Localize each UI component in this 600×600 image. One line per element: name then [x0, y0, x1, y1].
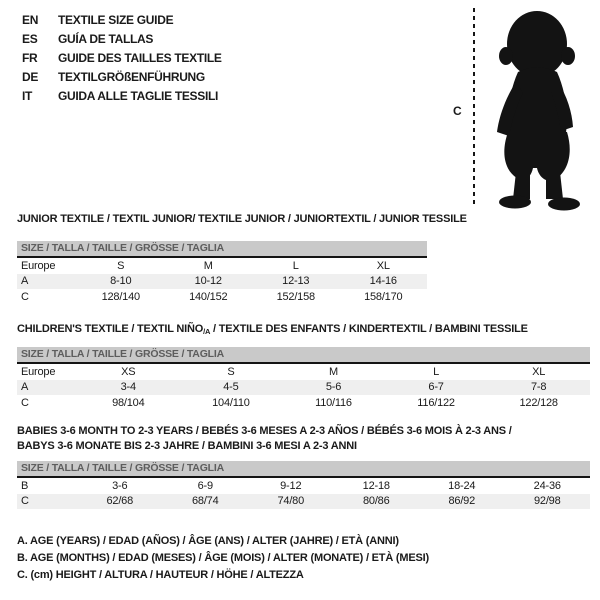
row-label-cell: B: [21, 479, 29, 492]
table-cell: XL: [376, 259, 390, 272]
row-label-cell: A: [21, 275, 29, 288]
table-cell: XL: [532, 365, 546, 378]
table-cell: L: [433, 365, 440, 378]
children-title-sub: /A: [203, 327, 211, 336]
baby-silhouette-icon: [478, 0, 600, 215]
height-measure-label: C: [453, 104, 462, 118]
language-title: TEXTILE SIZE GUIDE: [58, 12, 174, 27]
table-cell: 8-10: [110, 275, 132, 288]
language-row: EN TEXTILE SIZE GUIDE: [22, 10, 222, 29]
language-code: DE: [22, 69, 39, 84]
children-section-title: CHILDREN'S TEXTILE / TEXTIL NIÑO/A / TEX…: [17, 323, 528, 336]
language-title: GUIDA ALLE TAGLIE TESSILI: [58, 88, 219, 103]
table-cell: 152/158: [276, 290, 316, 303]
language-code: IT: [22, 88, 33, 103]
table-row: A 8-10 10-12 12-13 14-16: [17, 273, 427, 289]
children-title-prefix: CHILDREN'S TEXTILE / TEXTIL NIÑO: [17, 323, 204, 335]
table-cell: 6-7: [428, 381, 444, 394]
table-cell: 4-5: [223, 381, 239, 394]
language-code: FR: [22, 50, 38, 65]
table-cell: 9-12: [280, 479, 302, 492]
size-header-bar: SIZE / TALLA / TAILLE / GRÖSSE / TAGLIA: [17, 347, 590, 364]
language-title: GUIDE DES TAILLES TEXTILE: [58, 50, 222, 65]
table-cell: 18-24: [448, 479, 476, 492]
table-cell: 122/128: [519, 396, 558, 409]
table-cell: 12-18: [362, 479, 390, 492]
table-cell: 10-12: [194, 275, 222, 288]
table-cell: S: [227, 365, 235, 378]
footnote-c: C. (cm) HEIGHT / ALTURA / HAUTEUR / HÖHE…: [17, 569, 304, 581]
language-title: GUÍA DE TALLAS: [58, 31, 154, 46]
table-cell: 68/74: [191, 495, 219, 508]
row-label-cell: Europe: [21, 259, 56, 272]
babies-section-title-line1: BABIES 3-6 MONTH TO 2-3 YEARS / BEBÉS 3-…: [17, 425, 512, 437]
language-row: DE TEXTILGRÖßENFÜHRUNG: [22, 67, 222, 86]
table-cell: M: [329, 365, 338, 378]
table-cell: 24-36: [533, 479, 561, 492]
table-cell: 128/140: [101, 290, 141, 303]
row-label-cell: C: [21, 495, 29, 508]
table-cell: 12-13: [282, 275, 310, 288]
table-row: A 3-4 4-5 5-6 6-7 7-8: [17, 379, 590, 395]
table-cell: 3-6: [112, 479, 128, 492]
table-row: C 98/104 104/110 110/116 116/122 122/128: [17, 395, 590, 411]
table-cell: 110/116: [315, 396, 352, 409]
table-cell: 116/122: [417, 396, 455, 409]
language-code: ES: [22, 31, 38, 46]
size-header-bar: SIZE / TALLA / TAILLE / GRÖSSE / TAGLIA: [17, 241, 427, 258]
language-row: IT GUIDA ALLE TAGLIE TESSILI: [22, 86, 222, 105]
size-header-bar: SIZE / TALLA / TAILLE / GRÖSSE / TAGLIA: [17, 461, 590, 478]
table-body: B 3-6 6-9 9-12 12-18 18-24 24-36 C 62/68 68/74 74/…: [17, 478, 590, 509]
table-cell: S: [117, 259, 125, 272]
table-cell: 86/92: [448, 495, 476, 508]
language-title: TEXTILGRÖßENFÜHRUNG: [58, 69, 205, 84]
table-cell: 80/86: [362, 495, 390, 508]
table-cell: 104/110: [212, 396, 250, 409]
language-code: EN: [22, 12, 39, 27]
table-cell: 92/98: [533, 495, 561, 508]
table-cell: 158/170: [364, 290, 403, 303]
table-row: Europe S M L XL: [17, 258, 427, 274]
table-cell: 7-8: [531, 381, 547, 394]
row-label-cell: A: [21, 381, 29, 394]
table-cell: 5-6: [325, 381, 342, 394]
row-label-cell: Europe: [21, 365, 56, 378]
children-title-suffix: / TEXTILE DES ENFANTS / KINDERTEXTIL / B…: [210, 323, 528, 335]
footnote-a: A. AGE (YEARS) / EDAD (AÑOS) / ÂGE (ANS)…: [17, 535, 399, 547]
table-row: C 62/68 68/74 74/80 80/86 86/92 92/98: [17, 493, 590, 509]
table-row: Europe XS S M L XL: [17, 364, 590, 380]
children-size-table: SIZE / TALLA / TAILLE / GRÖSSE / TAGLIA …: [17, 347, 590, 411]
table-cell: 62/68: [106, 495, 134, 508]
table-body: Europe S M L XL A 8-10 10-12 12-13 14-16 C 128/140 1…: [17, 258, 427, 305]
table-cell: 14-16: [369, 275, 397, 288]
table-cell: 6-9: [197, 479, 214, 492]
junior-size-table: SIZE / TALLA / TAILLE / GRÖSSE / TAGLIA …: [17, 241, 427, 305]
language-row: ES GUÍA DE TALLAS: [22, 29, 222, 48]
babies-size-table: SIZE / TALLA / TAILLE / GRÖSSE / TAGLIA …: [17, 461, 590, 509]
babies-section-title-line2: BABYS 3-6 MONATE BIS 2-3 JAHRE / BAMBINI…: [17, 440, 357, 452]
row-label-cell: C: [21, 396, 29, 409]
footnote-b: B. AGE (MONTHS) / EDAD (MESES) / ÂGE (MO…: [17, 552, 429, 564]
table-body: Europe XS S M L XL A 3-4 4-5 5-6 6-7 7-8 C 98/104 104/…: [17, 364, 590, 411]
table-cell: XS: [121, 365, 136, 378]
height-dotted-line: [473, 8, 475, 206]
footnotes: A. AGE (YEARS) / EDAD (AÑOS) / ÂGE (ANS)…: [17, 535, 429, 586]
table-cell: 140/152: [189, 290, 228, 303]
table-cell: 3-4: [120, 381, 137, 394]
junior-section-title: JUNIOR TEXTILE / TEXTIL JUNIOR/ TEXTILE …: [17, 213, 467, 225]
language-row: FR GUIDE DES TAILLES TEXTILE: [22, 48, 222, 67]
table-row: C 128/140 140/152 152/158 158/170: [17, 289, 427, 305]
table-row: B 3-6 6-9 9-12 12-18 18-24 24-36: [17, 478, 590, 494]
table-cell: M: [203, 259, 213, 272]
table-cell: L: [292, 259, 299, 272]
row-label-cell: C: [21, 290, 29, 303]
table-cell: 98/104: [112, 396, 145, 409]
language-list: EN TEXTILE SIZE GUIDE ES GUÍA DE TALLAS …: [22, 10, 222, 105]
table-cell: 74/80: [277, 495, 305, 508]
